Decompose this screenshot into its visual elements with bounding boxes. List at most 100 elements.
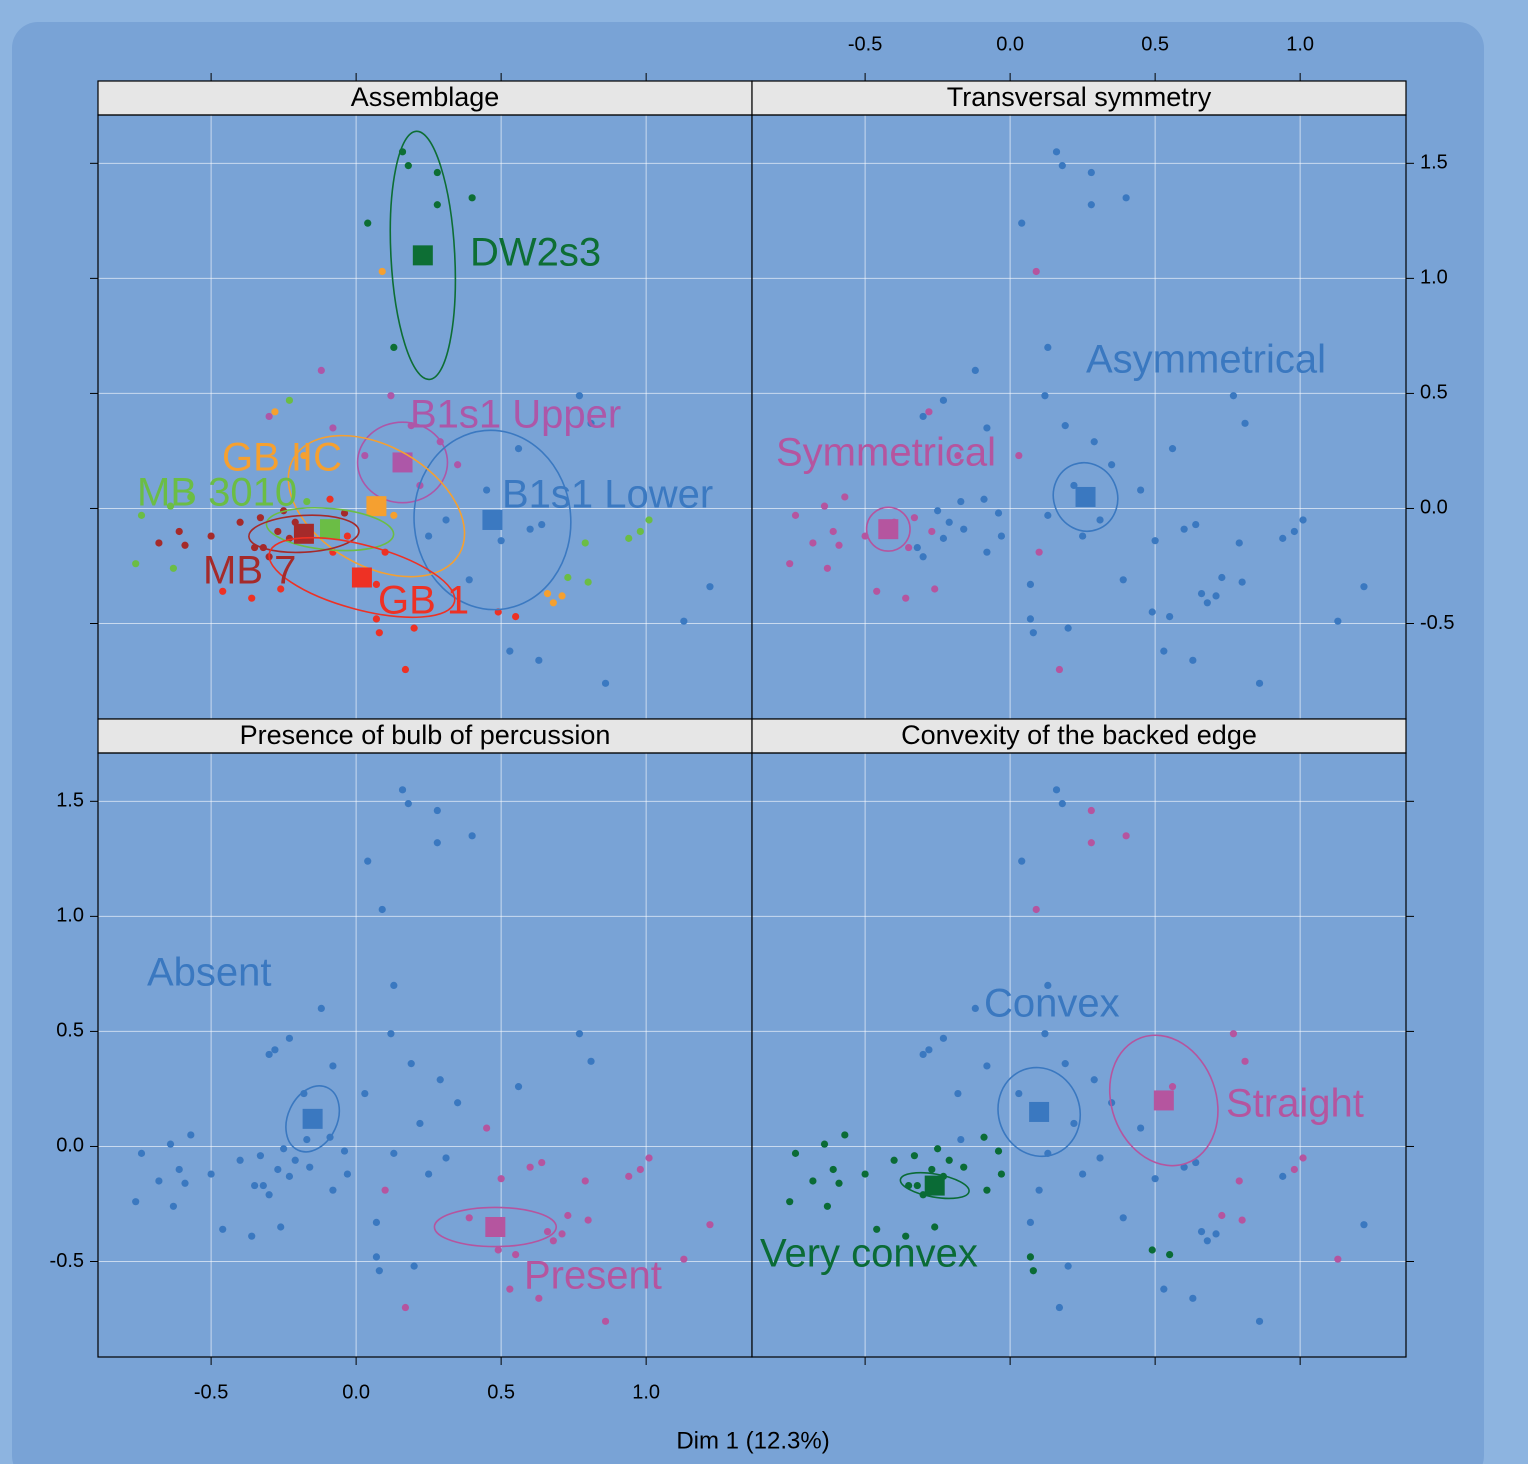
point: [601, 1317, 610, 1325]
point: [1192, 520, 1200, 529]
x-tick-label: 1.0: [1286, 33, 1314, 55]
point: [468, 832, 476, 840]
point: [1061, 1060, 1069, 1068]
point: [786, 1198, 794, 1206]
point: [549, 599, 557, 607]
x-tick-label: -0.5: [848, 33, 882, 55]
point: [1229, 392, 1238, 400]
point: [1044, 981, 1052, 989]
centroid: [1153, 1090, 1174, 1111]
centroid: [924, 1175, 945, 1196]
y-tick-label: 0.5: [56, 1020, 84, 1042]
point: [317, 1004, 325, 1013]
x-tick-label: 0.0: [342, 1381, 370, 1403]
point: [442, 516, 450, 524]
x-tick-label: 1.0: [632, 1381, 660, 1403]
point: [303, 1135, 311, 1144]
point: [1058, 800, 1066, 808]
point: [497, 1175, 505, 1183]
point: [512, 613, 520, 621]
point: [1189, 1294, 1197, 1302]
strip-title: Convexity of the backed edge: [901, 720, 1257, 750]
point: [277, 585, 285, 593]
point: [706, 1221, 714, 1229]
point: [575, 392, 584, 400]
point: [1192, 1158, 1200, 1167]
point: [957, 497, 965, 506]
point: [506, 647, 514, 655]
point: [786, 560, 794, 568]
point: [809, 1177, 817, 1185]
point: [934, 507, 942, 515]
point: [291, 1156, 299, 1164]
point: [575, 1030, 584, 1038]
point: [207, 1170, 215, 1178]
point: [256, 514, 265, 522]
point: [983, 548, 991, 556]
point: [960, 1163, 968, 1171]
point: [1018, 857, 1026, 865]
point: [954, 451, 962, 460]
panel: [752, 115, 1406, 719]
point: [1189, 656, 1197, 664]
point: [928, 1165, 936, 1174]
point: [506, 1285, 514, 1293]
point: [1203, 1237, 1211, 1245]
point: [404, 800, 412, 808]
point: [971, 1004, 979, 1013]
point: [390, 981, 398, 989]
point: [433, 201, 441, 209]
point: [1218, 573, 1226, 582]
point: [236, 1156, 244, 1164]
point: [378, 267, 386, 276]
point: [1360, 1221, 1368, 1229]
panel-frame: [751, 752, 1407, 1358]
point: [820, 1140, 829, 1148]
point: [584, 578, 592, 586]
point: [931, 1223, 939, 1231]
x-tick-label: 0.5: [487, 1381, 515, 1403]
point: [265, 1050, 273, 1059]
point: [364, 219, 372, 227]
centroid: [482, 509, 503, 530]
point: [873, 1225, 881, 1233]
point: [910, 514, 919, 522]
point: [1334, 617, 1342, 625]
point: [1290, 1165, 1298, 1174]
centroid: [302, 1108, 323, 1129]
point: [155, 539, 163, 547]
point: [137, 1149, 146, 1157]
point: [1090, 438, 1098, 446]
point: [1090, 1076, 1098, 1084]
point: [910, 1152, 919, 1160]
point: [343, 1170, 352, 1178]
point: [132, 1198, 140, 1206]
point: [1197, 589, 1206, 598]
point: [939, 396, 948, 404]
point: [1087, 806, 1095, 815]
point: [390, 511, 398, 519]
point: [512, 1251, 520, 1259]
point: [401, 665, 410, 674]
point: [1015, 1089, 1023, 1098]
point: [1018, 219, 1026, 227]
point: [1229, 1030, 1238, 1038]
point: [1290, 527, 1298, 536]
point: [425, 532, 433, 540]
point: [636, 1165, 644, 1174]
y-tick-label: 0.5: [1420, 382, 1448, 404]
group-label: Symmetrical: [776, 431, 996, 475]
point: [1026, 580, 1035, 588]
point: [375, 629, 383, 637]
point: [303, 497, 311, 506]
point: [181, 541, 189, 549]
point: [1026, 1253, 1035, 1261]
point: [1061, 422, 1069, 430]
group-label: B1s1 Lower: [502, 473, 713, 517]
point: [1279, 534, 1287, 542]
y-tick-label: 1.5: [1420, 152, 1448, 174]
point: [364, 857, 372, 865]
point: [219, 1225, 227, 1233]
group-label: DW2s3: [470, 231, 601, 275]
